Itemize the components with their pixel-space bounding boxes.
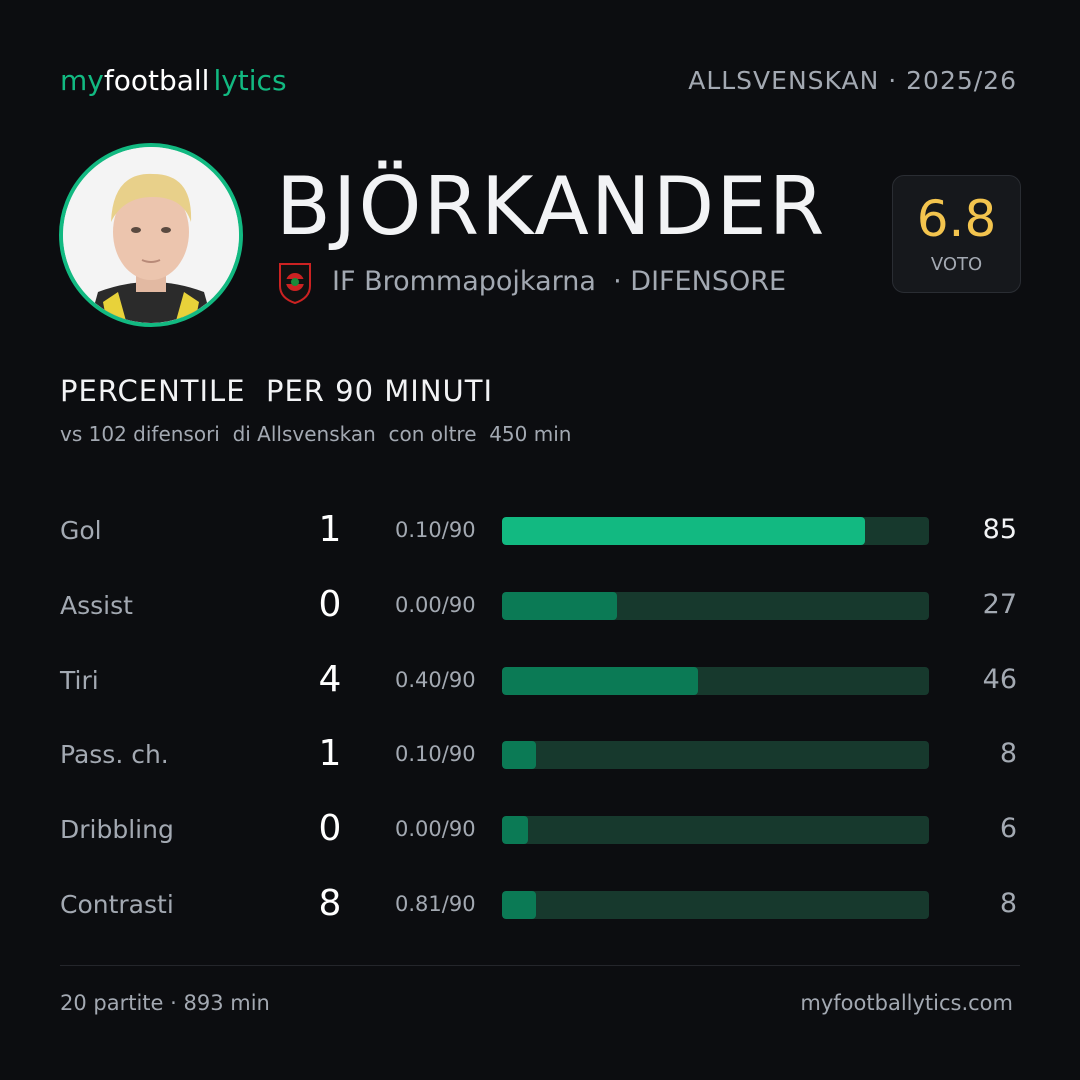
brand-part: football [103,64,210,97]
stat-label: Tiri [60,665,99,695]
bar-track [502,666,929,695]
stat-percentile: 8 [999,888,1017,919]
stat-percentile: 85 [982,514,1017,545]
footer-site: myfootballytics.com [800,991,1013,1015]
stat-value: 0 [318,808,342,850]
bar-track [502,517,929,545]
brand-part: my [60,64,104,97]
league: ALLSVENSKAN [688,66,880,95]
club-info: IF Brommapojkarna · DIFENSORE [332,266,786,297]
stat-percentile: 6 [999,813,1017,845]
bar [502,666,699,695]
stat-value: 4 [318,658,342,700]
brand: myfootball lytics [60,64,287,97]
bar [502,517,865,545]
stat-label: Contrasti [60,890,174,919]
player-name: BJÖRKANDER [276,160,827,253]
player-photo [59,143,243,327]
stat-per90: 0.00/90 [395,817,476,842]
rating-label: VOTO [930,254,983,275]
stat-per90: 0.10/90 [395,742,476,767]
role: · DIFENSORE [613,266,787,297]
section-title: PERCENTILE PER 90 MINUTI [60,374,494,408]
brand-part: lytics [213,64,287,97]
stat-label: Pass. ch. [60,740,169,770]
bar [502,891,537,919]
stat-label: Dribbling [60,815,174,845]
club: IF Brommapojkarna [332,266,596,297]
stat-value: 0 [318,583,342,625]
stat-value: 1 [318,733,342,775]
stat-percentile: 46 [982,663,1017,695]
stat-value: 8 [318,883,342,924]
club-crest [279,263,311,304]
bar-track [502,891,929,919]
stat-label: Gol [60,516,102,545]
rating-box: 6.8 VOTO [892,175,1021,293]
footer-summary: 20 partite · 893 min [60,991,270,1015]
stat-percentile: 8 [999,738,1017,770]
bar-track [502,816,929,845]
bar [502,741,537,770]
season: · 2025/26 [888,66,1017,95]
stat-per90: 0.10/90 [395,518,476,542]
rating: 6.8 [916,190,997,248]
stat-per90: 0.40/90 [395,667,476,692]
bar-track [502,591,929,620]
stat-percentile: 27 [982,588,1017,620]
section-subtitle: vs 102 difensori di Allsvenskan con oltr… [60,422,572,446]
stat-value: 1 [318,509,342,550]
bar-track [502,741,929,770]
divider [60,965,1020,966]
stat-per90: 0.00/90 [395,592,476,617]
bar [502,591,618,620]
bar [502,816,528,845]
stat-label: Assist [60,590,133,620]
stat-per90: 0.81/90 [395,892,476,916]
league-info: ALLSVENSKAN · 2025/26 [688,66,1017,95]
